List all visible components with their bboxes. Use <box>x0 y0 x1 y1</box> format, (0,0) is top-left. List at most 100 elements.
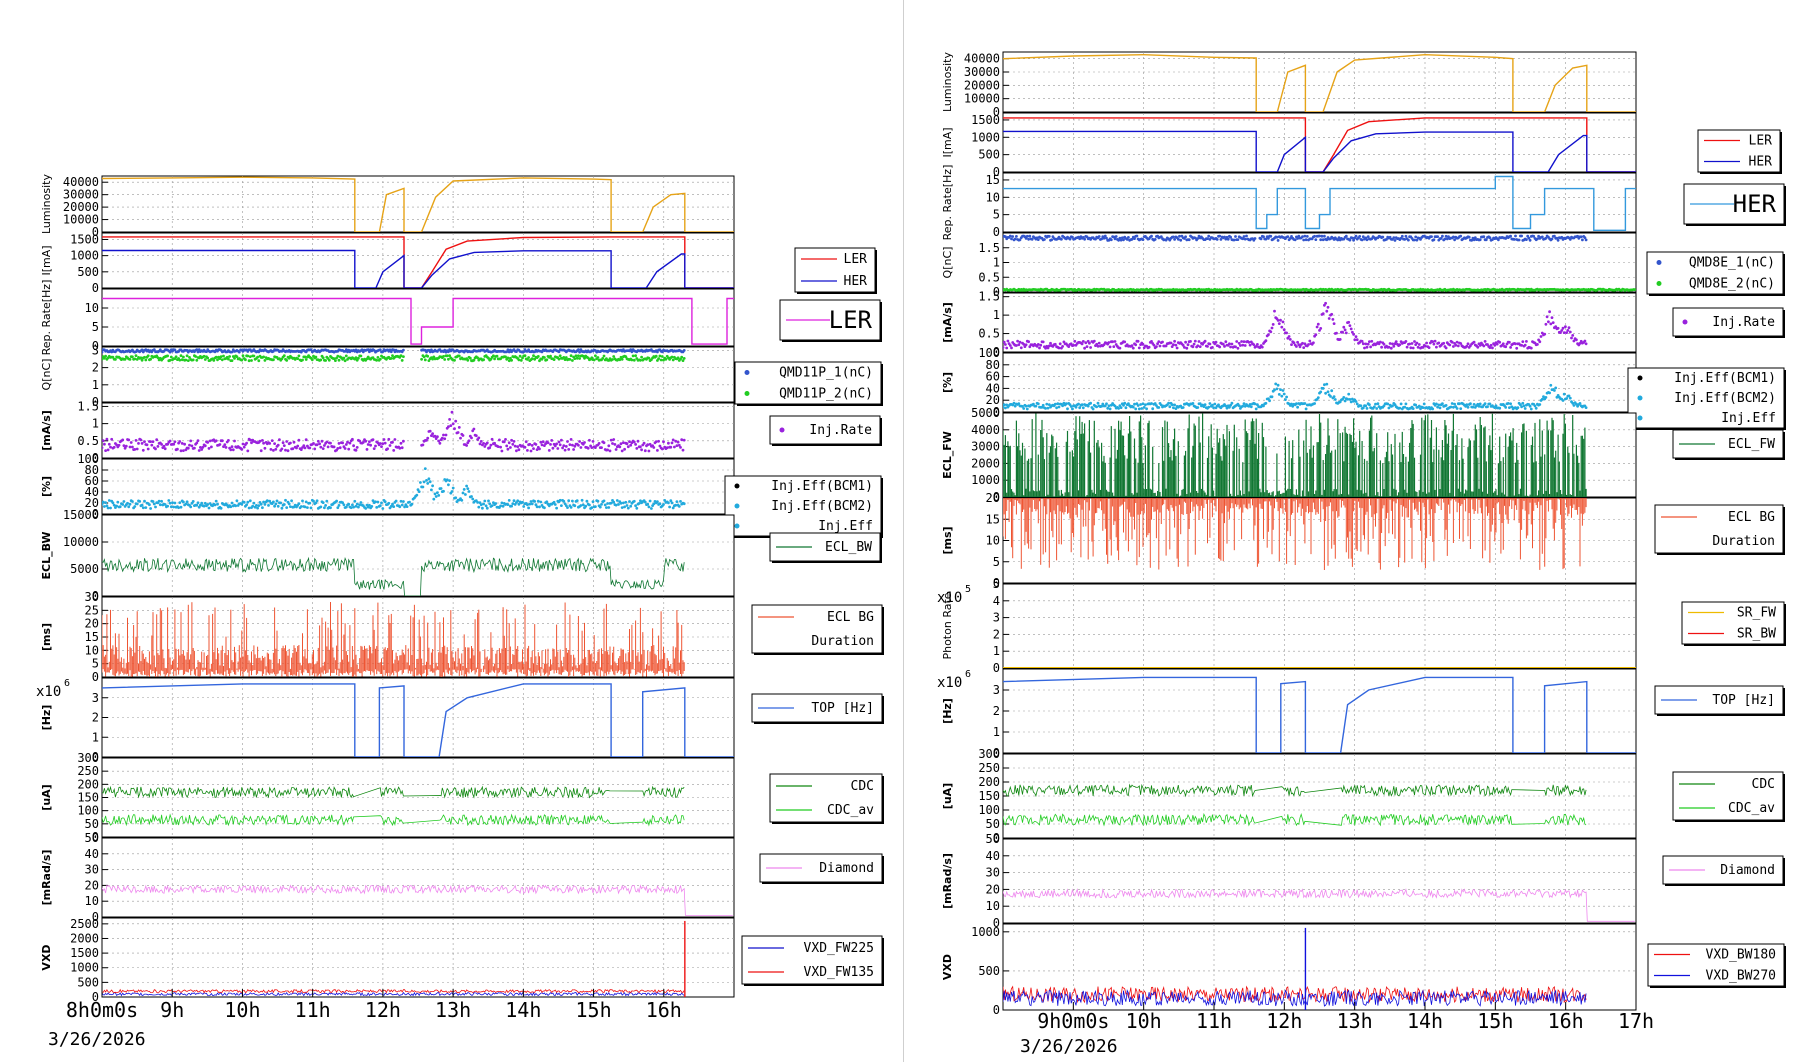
data-point <box>195 503 199 507</box>
data-point <box>131 500 134 503</box>
data-point <box>1045 402 1049 406</box>
data-point <box>387 501 391 505</box>
data-point <box>188 356 191 359</box>
data-point <box>1064 402 1068 406</box>
data-point <box>1421 406 1425 409</box>
data-point <box>1264 237 1268 241</box>
data-point <box>1321 238 1325 242</box>
data-point <box>1304 407 1308 411</box>
data-point <box>607 444 611 448</box>
data-point <box>208 439 212 443</box>
data-point <box>674 439 678 443</box>
data-point <box>1536 237 1539 241</box>
data-point <box>1432 238 1436 242</box>
data-point <box>1091 407 1095 411</box>
y-tick-label: 100 <box>77 804 99 818</box>
data-point <box>1015 235 1018 238</box>
data-point <box>354 504 358 508</box>
data-point <box>501 504 505 508</box>
legend-label: QMD8E_1(nC) <box>1689 256 1775 271</box>
y-tick-label: 0 <box>92 670 99 684</box>
data-point <box>526 449 529 452</box>
data-point <box>620 357 624 361</box>
data-point <box>612 355 616 358</box>
data-point <box>1267 333 1270 337</box>
legend-marker <box>1656 281 1662 286</box>
legend-label: HER <box>844 274 868 289</box>
data-point <box>457 354 461 358</box>
data-point <box>399 499 403 503</box>
data-point <box>341 501 344 505</box>
data-point <box>1017 343 1021 347</box>
y-tick-label: 200 <box>77 777 99 791</box>
data-point <box>619 501 623 505</box>
data-point <box>1560 235 1564 239</box>
data-point <box>393 438 397 441</box>
data-point <box>682 349 686 352</box>
data-point <box>591 500 595 503</box>
data-point <box>443 437 447 441</box>
y-tick-label: 10000 <box>63 213 99 227</box>
data-point <box>1192 342 1196 346</box>
data-point <box>632 358 636 362</box>
data-point <box>1092 339 1096 343</box>
series-ecl-fw <box>1003 413 1587 497</box>
data-point <box>149 440 153 443</box>
data-point <box>550 439 554 442</box>
data-point <box>630 350 634 354</box>
data-point <box>1351 236 1354 240</box>
data-point <box>574 354 578 358</box>
y-axis-label: [%] <box>941 372 954 393</box>
legend-r5: Inj.Rate <box>1672 307 1785 338</box>
y-tick-label: 0.5 <box>77 434 99 448</box>
y-tick-label: 2 <box>92 711 99 725</box>
series-line <box>102 249 734 288</box>
data-point <box>1280 325 1284 329</box>
legend-label: QMD11P_1(nC) <box>779 366 873 381</box>
data-point <box>1385 238 1388 241</box>
data-point <box>431 357 434 361</box>
data-point <box>1243 344 1247 347</box>
data-point <box>1567 394 1571 398</box>
data-point <box>141 506 145 510</box>
data-point <box>272 449 275 452</box>
data-point <box>1439 237 1443 240</box>
data-point <box>1041 403 1045 407</box>
panel-divider <box>903 0 904 1062</box>
data-point <box>1360 339 1364 343</box>
data-point <box>629 504 633 508</box>
data-point <box>355 502 359 506</box>
data-point <box>602 354 606 358</box>
y-tick-label: 5 <box>993 208 1000 222</box>
data-point <box>177 506 181 510</box>
data-point <box>650 507 653 510</box>
data-point <box>450 490 454 493</box>
data-point <box>663 499 667 502</box>
data-point <box>614 503 618 507</box>
data-point <box>325 499 329 503</box>
data-point <box>472 427 476 431</box>
data-point <box>426 482 430 485</box>
data-point <box>1253 237 1257 240</box>
data-point <box>1335 331 1338 335</box>
data-point <box>1327 317 1331 320</box>
data-point <box>275 499 279 503</box>
data-point <box>615 499 619 502</box>
data-point <box>1197 340 1201 343</box>
y-tick-label: 50 <box>85 831 99 845</box>
legend-label: LER <box>1749 134 1773 149</box>
data-point <box>157 499 161 503</box>
data-point <box>1297 343 1301 346</box>
data-point <box>1525 340 1528 343</box>
data-point <box>1150 340 1153 343</box>
y-axis-label: Q[nC] <box>40 359 53 391</box>
data-point <box>1517 238 1521 242</box>
panel-frame <box>101 346 735 403</box>
data-point <box>664 357 668 361</box>
data-point <box>1523 407 1527 410</box>
data-point <box>1100 237 1103 241</box>
data-point <box>151 500 155 503</box>
data-point <box>512 440 516 443</box>
data-point <box>1068 237 1072 241</box>
